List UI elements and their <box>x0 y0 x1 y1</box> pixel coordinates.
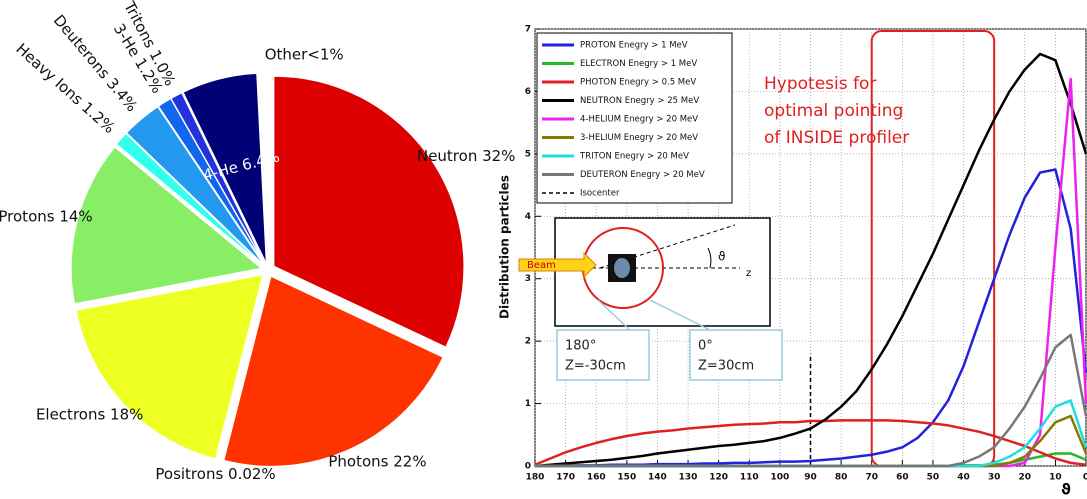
legend-label: Isocenter <box>580 189 620 199</box>
y-tick-label: 4 <box>525 212 531 222</box>
x-tick-label: 110 <box>740 473 759 483</box>
legend-label: ELECTRON Enegry > 1 MeV <box>580 59 697 69</box>
legend-label: PROTON Enegry > 1 MeV <box>580 41 688 51</box>
x-tick-label: 170 <box>556 473 575 483</box>
x-axis-label: ϑ <box>1061 481 1071 499</box>
x-tick-label: 90 <box>804 473 817 483</box>
y-tick-label: 1 <box>525 399 531 409</box>
annotation: Hypotesis for <box>764 74 876 94</box>
x-tick-label: 20 <box>1019 473 1032 483</box>
x-tick-label: 80 <box>835 473 848 483</box>
y-tick-label: 6 <box>525 87 531 97</box>
x-tick-label: 140 <box>648 473 667 483</box>
legend-label: NEUTRON Enegry > 25 MeV <box>580 96 699 106</box>
legend-label: 4-HELIUM Enegry > 20 MeV <box>580 115 698 125</box>
slice-label: Positrons 0.02% <box>155 465 275 483</box>
slice-label: Protons 14% <box>0 208 93 226</box>
y-tick-label: 2 <box>525 337 531 347</box>
pie-chart: Neutron 32% Photons 22% Positrons 0.02% Ele… <box>0 0 515 483</box>
callout-box <box>689 329 783 381</box>
slice-label: Electrons 18% <box>36 406 143 424</box>
legend-label: 3-HELIUM Enegry > 20 MeV <box>580 133 698 143</box>
pie-slice <box>257 72 269 264</box>
x-tick-label: 160 <box>587 473 606 483</box>
pie-slice <box>170 92 266 265</box>
pie-slice <box>182 72 267 264</box>
callout-text: 180° <box>565 339 596 354</box>
pie-slice <box>218 276 267 462</box>
slice-label: Other<1% <box>265 46 344 64</box>
series-line <box>534 419 1087 466</box>
callout <box>597 299 631 331</box>
beam-arrow <box>518 251 597 279</box>
slice-label: Neutron 32% <box>417 147 515 165</box>
x-tick-label: 40 <box>957 473 970 483</box>
x-tick-label: 70 <box>865 473 878 483</box>
y-tick-label: 7 <box>525 25 531 35</box>
inset-beam: Beam <box>527 260 556 271</box>
callout-text: Z=30cm <box>698 359 754 374</box>
x-tick-label: 50 <box>927 473 940 483</box>
x-tick-label: 180 <box>526 473 545 483</box>
x-tick-label: 30 <box>988 473 1001 483</box>
inset-axis-label: z <box>746 268 751 279</box>
y-tick-label: 0 <box>525 462 531 472</box>
y-axis-label: Distribution particles <box>498 175 512 319</box>
phantom-head <box>614 258 630 278</box>
pie-slice <box>70 146 263 305</box>
slice-label: Heavy Ions 1.2% <box>12 40 118 137</box>
series-line <box>534 52 1087 468</box>
annotation: optimal pointing <box>764 101 903 121</box>
callout-text: 0° <box>698 339 713 354</box>
callout-box <box>556 329 650 381</box>
x-tick-label: 0 <box>1083 473 1087 483</box>
legend-label: PHOTON Enegry > 0.5 MeV <box>580 78 696 88</box>
x-tick-label: 130 <box>679 473 698 483</box>
inset-angle: ϑ <box>718 250 725 264</box>
x-tick-label: 150 <box>617 473 636 483</box>
x-tick-label: 100 <box>770 473 789 483</box>
y-tick-label: 5 <box>525 149 531 159</box>
pie-slice <box>273 75 465 348</box>
pie-slice <box>115 132 264 266</box>
series-line <box>535 333 1087 468</box>
callout <box>649 299 711 331</box>
legend-label: DEUTERON Enegry > 20 MeV <box>580 170 705 180</box>
pie-slice <box>125 106 264 265</box>
y-tick-label: 3 <box>525 274 531 284</box>
x-tick-label: 120 <box>709 473 728 483</box>
inset-arc <box>707 247 712 269</box>
annotation: of INSIDE profiler <box>764 128 909 148</box>
x-tick-label: 60 <box>896 473 909 483</box>
slice-label: Photons 22% <box>328 452 426 470</box>
legend-label: TRITON Enegry > 20 MeV <box>579 152 689 162</box>
pie-slice <box>223 275 444 467</box>
callout-text: Z=-30cm <box>565 359 626 374</box>
pie-slice <box>75 274 264 460</box>
x-tick-label: 10 <box>1049 473 1062 483</box>
